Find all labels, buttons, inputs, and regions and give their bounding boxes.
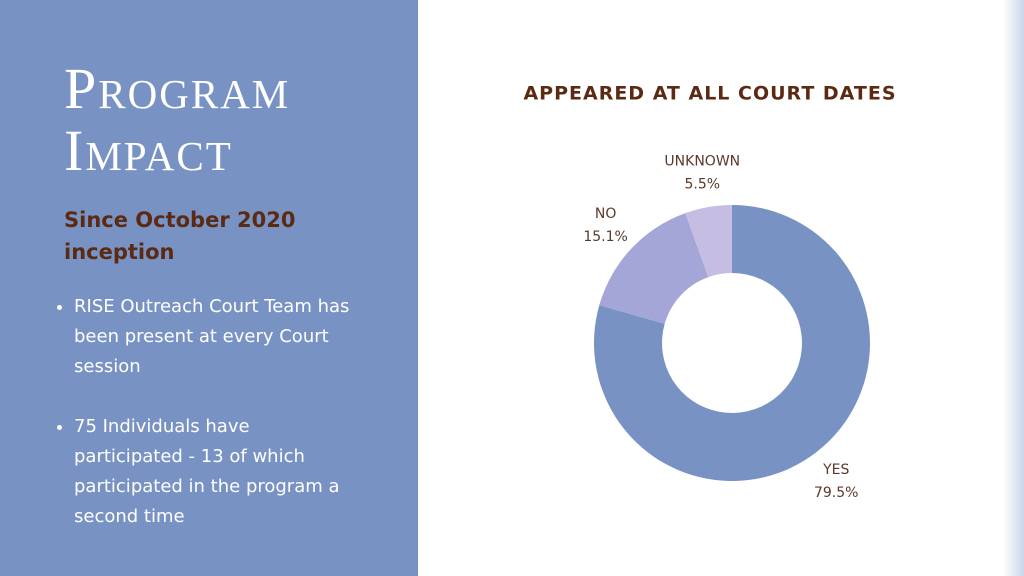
slice-label: YES (822, 462, 849, 478)
slice-value-label: 5.5% (684, 177, 720, 193)
edge-strip (1003, 0, 1024, 576)
slide-title: Program Impact (64, 56, 291, 183)
chart: APPEARED AT ALL COURT DATES YES 79.5% NO 15… (523, 83, 896, 502)
donut-slice (599, 213, 709, 324)
bullet: RISE Outreach Court Team has been presen… (74, 292, 364, 382)
slice-label: NO (595, 206, 617, 222)
slice-label: UNKNOWN (664, 154, 740, 170)
slice-value-label: 79.5% (814, 485, 858, 501)
donut-slice (685, 205, 732, 278)
donut-slice (594, 205, 870, 481)
subtitle: Since October 2020 inception (64, 208, 296, 264)
left-panel (0, 0, 418, 576)
bullet: 75 Individuals have participated - 13 of… (74, 412, 364, 532)
slice-value-label: 15.1% (583, 229, 627, 245)
bullet-list: RISE Outreach Court Team has been presen… (52, 292, 364, 562)
chart-title: APPEARED AT ALL COURT DATES (523, 83, 896, 105)
